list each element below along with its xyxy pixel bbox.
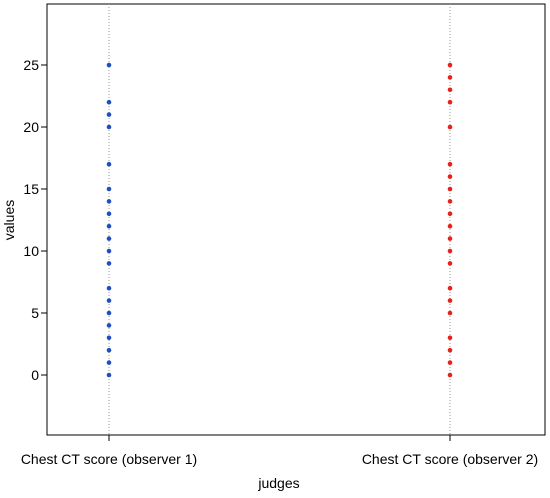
data-point	[447, 211, 453, 217]
data-point	[106, 285, 112, 291]
data-point	[106, 199, 112, 204]
y-tick-label: 5	[31, 305, 39, 321]
data-point	[447, 186, 453, 192]
data-point	[106, 161, 112, 167]
data-point	[106, 310, 112, 316]
data-point	[447, 124, 453, 130]
data-point	[447, 87, 453, 93]
data-point	[447, 372, 453, 378]
y-axis-title: values	[1, 200, 17, 240]
data-point	[447, 236, 453, 241]
data-point	[447, 360, 453, 365]
x-tick-label: Chest CT score (observer 1)	[21, 451, 197, 467]
data-point	[447, 75, 453, 80]
data-point	[447, 310, 453, 316]
data-point	[447, 161, 453, 167]
data-point	[447, 261, 453, 266]
data-point	[106, 323, 112, 328]
data-point	[106, 236, 112, 241]
data-point	[447, 335, 453, 341]
data-point	[106, 261, 112, 266]
data-point	[447, 347, 453, 353]
y-tick-label: 15	[23, 181, 39, 197]
y-axis: 0 5 10 15 20 25	[23, 57, 47, 383]
data-point	[447, 298, 453, 303]
data-point	[447, 285, 453, 291]
data-point	[106, 186, 112, 192]
data-point	[447, 248, 453, 254]
x-axis-title: judges	[257, 475, 299, 491]
data-point	[447, 174, 453, 179]
y-tick-label: 10	[23, 243, 39, 259]
data-point	[106, 124, 112, 130]
data-point	[447, 99, 453, 105]
data-point	[106, 347, 112, 353]
data-point	[106, 112, 112, 117]
data-point	[106, 298, 112, 303]
data-point	[106, 223, 112, 229]
data-point	[106, 62, 112, 68]
data-point	[447, 223, 453, 229]
data-point	[447, 62, 453, 68]
category-guides	[108, 4, 451, 435]
data-point	[106, 248, 112, 254]
y-tick-label: 0	[31, 367, 39, 383]
x-tick-label: Chest CT score (observer 2)	[362, 451, 538, 467]
data-point	[106, 211, 112, 217]
data-point	[106, 99, 112, 105]
data-point	[106, 335, 112, 341]
data-point	[447, 199, 453, 204]
y-tick-label: 20	[23, 119, 39, 135]
data-point	[106, 372, 112, 378]
y-tick-label: 25	[23, 57, 39, 73]
data-point	[106, 360, 112, 365]
plot-frame	[46, 3, 546, 436]
x-axis: Chest CT score (observer 1) Chest CT scor…	[21, 435, 538, 467]
data-points	[106, 62, 453, 378]
